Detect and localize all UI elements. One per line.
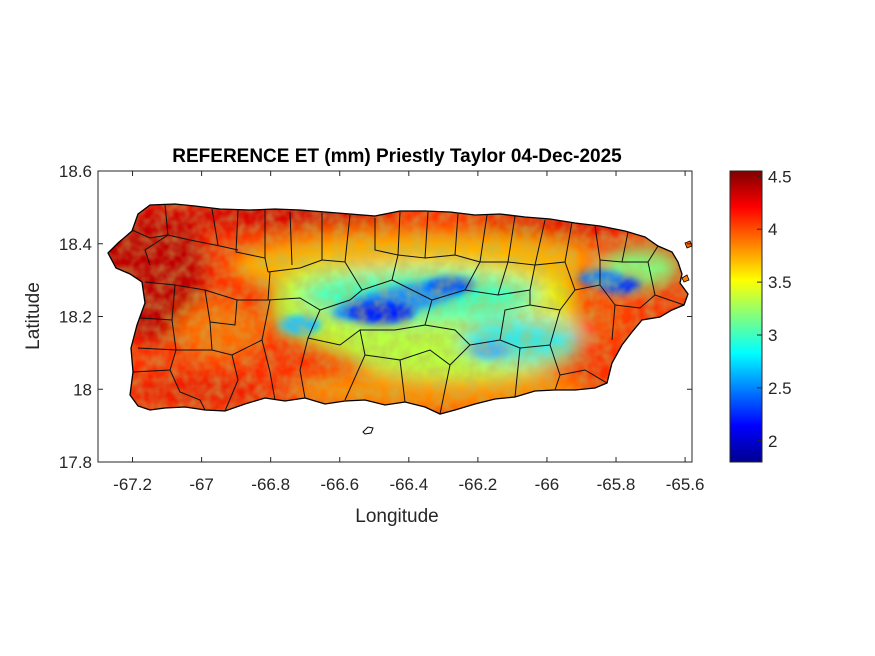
x-tick-label: -65.8: [597, 475, 636, 494]
x-tick-label: -67.2: [113, 475, 152, 494]
islet-south: [362, 426, 374, 435]
y-tick-label: 17.8: [59, 453, 92, 472]
x-tick-label: -67: [189, 475, 214, 494]
x-tick-label: -66.6: [320, 475, 359, 494]
y-tick-label: 18.4: [59, 235, 92, 254]
colorbar: [729, 170, 763, 463]
colorbar-tick-label: 2.5: [768, 379, 792, 398]
x-tick-label: -66: [535, 475, 560, 494]
colorbar-tick-label: 2: [768, 432, 777, 451]
municipality-boundaries: [131, 204, 685, 415]
islet-east: [684, 240, 693, 249]
x-axis-label: Longitude: [355, 506, 438, 527]
x-tick-label: -65.6: [666, 475, 705, 494]
colorbar-ticks: 4.5 4 3.5 3 2.5 2: [757, 167, 792, 451]
et-heatmap: [108, 204, 688, 414]
x-tick-label: -66.2: [459, 475, 498, 494]
chart-title: REFERENCE ET (mm) Priestly Taylor 04-Dec…: [172, 146, 622, 167]
colorbar-tick-label: 4.5: [768, 167, 792, 186]
y-axis-label: Latitude: [23, 282, 44, 350]
x-tick-label: -66.8: [251, 475, 290, 494]
y-axis: 18.6 18.4 18.2 18 17.8: [59, 162, 692, 472]
colorbar-tick-label: 4: [768, 220, 777, 239]
islet-east-2: [681, 274, 690, 283]
colorbar-tick-label: 3: [768, 326, 777, 345]
y-tick-label: 18.2: [59, 308, 92, 327]
y-tick-label: 18.6: [59, 162, 92, 181]
x-tick-label: -66.4: [389, 475, 428, 494]
colorbar-tick-label: 3.5: [768, 273, 792, 292]
y-tick-label: 18: [73, 380, 92, 399]
x-axis: -67.2 -67 -66.8 -66.6 -66.4 -66.2 -66 -65.8 -65.…: [113, 171, 704, 494]
